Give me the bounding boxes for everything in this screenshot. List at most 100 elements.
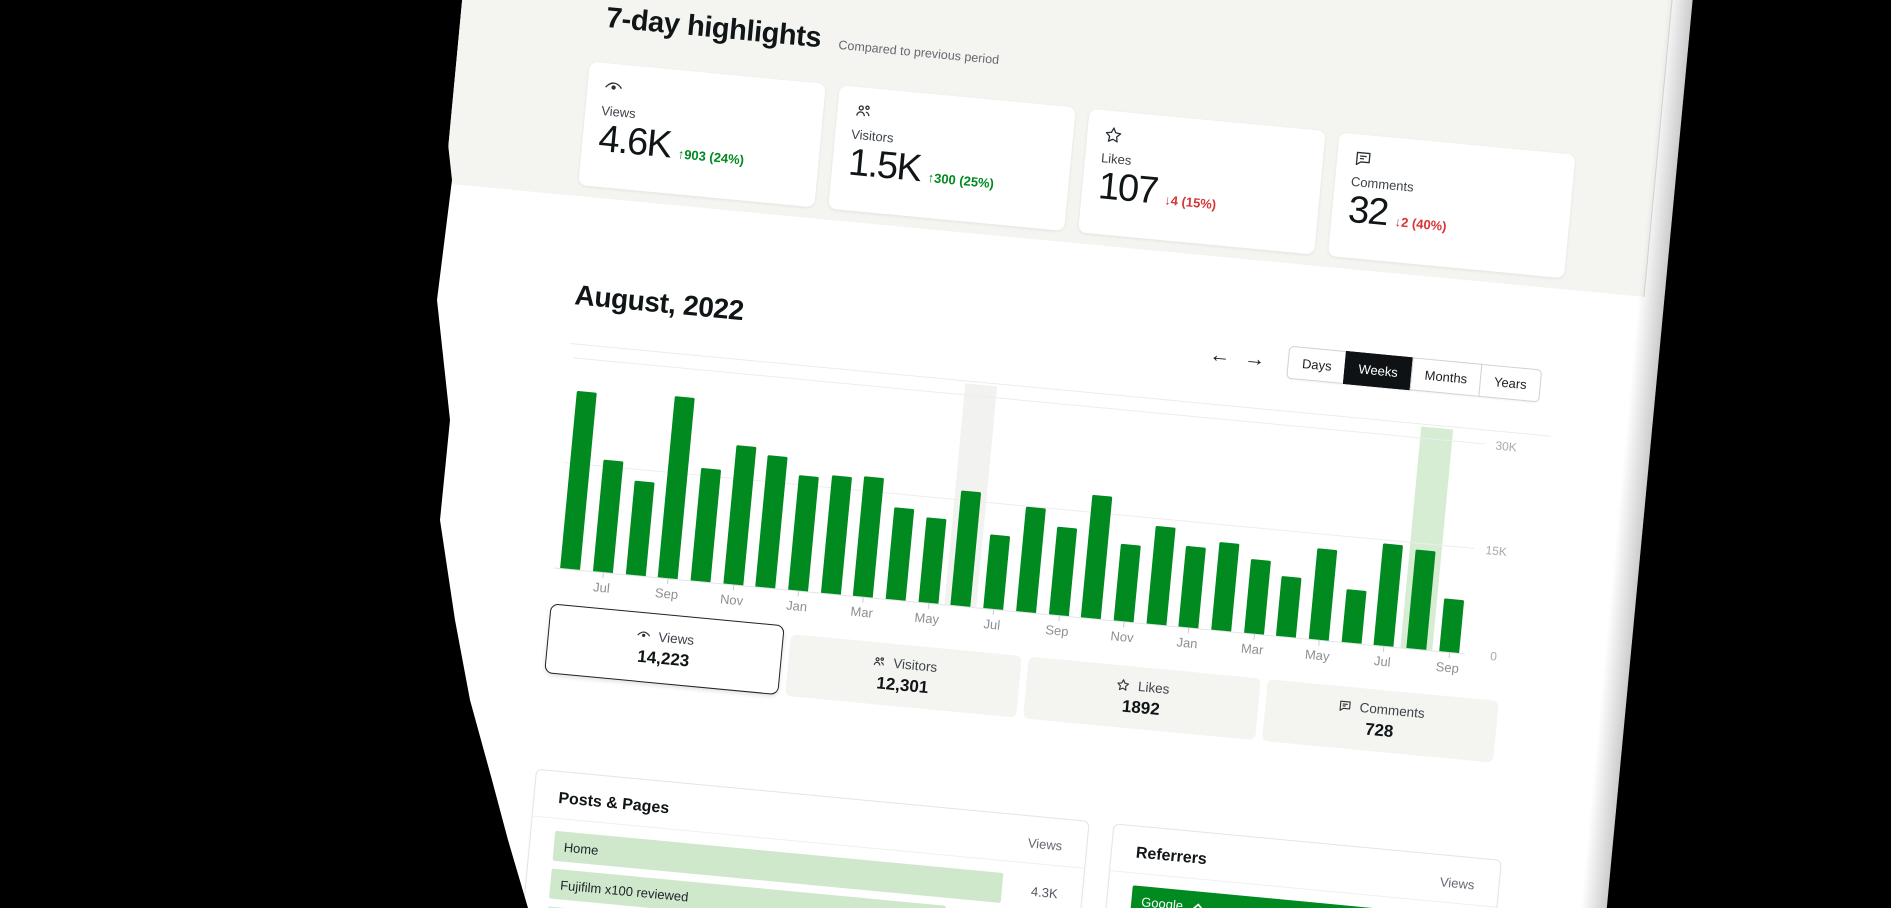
highlight-cards-row: Views 4.6K ↑903 (24%) Visitors 1.5K ↑300… — [578, 61, 1576, 279]
post-views: 4.3K — [1030, 883, 1059, 901]
star-icon — [1102, 124, 1308, 163]
x-axis-label: Jul — [592, 579, 611, 596]
x-axis-label: Sep — [1435, 658, 1460, 677]
photo-tear-overlay — [0, 0, 528, 908]
eye-icon — [603, 77, 809, 116]
chart-bar[interactable] — [1243, 558, 1271, 635]
interval-months-button[interactable]: Months — [1409, 357, 1483, 397]
card-delta: ↑300 (25%) — [926, 169, 995, 192]
x-axis-tick — [1187, 627, 1190, 634]
x-axis-tick — [1057, 615, 1060, 622]
card-value: 107 — [1096, 165, 1160, 213]
chart-plot — [554, 346, 1486, 655]
highlight-card-comments: Comments 32 ↓2 (40%) — [1327, 132, 1576, 279]
chart-bar[interactable] — [1276, 575, 1302, 638]
interval-years-button[interactable]: Years — [1478, 363, 1543, 403]
chart-bar[interactable] — [723, 445, 757, 586]
chart-bar[interactable] — [820, 475, 852, 595]
metric-tab-comments[interactable]: Comments 728 — [1261, 679, 1499, 763]
chart-bar[interactable] — [658, 396, 696, 580]
post-title: Fujifilm x100 reviewed — [559, 877, 690, 905]
chart-bar[interactable] — [1048, 526, 1077, 617]
x-axis-tick — [1448, 652, 1450, 659]
metric-tab-label: Views — [657, 629, 695, 648]
chart-bar[interactable] — [1178, 545, 1207, 629]
chart-bar[interactable] — [885, 506, 915, 601]
y-axis-label: 15K — [1484, 543, 1508, 560]
x-axis-tick — [1383, 645, 1385, 652]
x-axis-label: Nov — [1109, 628, 1135, 646]
card-delta: ↓2 (40%) — [1394, 214, 1448, 234]
highlight-card-views: Views 4.6K ↑903 (24%) — [578, 61, 826, 208]
interval-toggle-group: Days Weeks Months Years — [1286, 345, 1543, 403]
views-column-header: Views — [1027, 835, 1063, 854]
views-column-header: Views — [1439, 874, 1476, 893]
x-axis-label: Sep — [1044, 622, 1070, 640]
metric-tab-value: 1892 — [1121, 696, 1161, 719]
highlight-card-likes: Likes 107 ↓4 (15%) — [1078, 108, 1326, 255]
people-icon — [873, 656, 884, 666]
chart-bar[interactable] — [853, 475, 885, 598]
post-title: Home — [563, 839, 600, 858]
x-axis-tick — [667, 578, 670, 585]
x-axis-tick — [862, 596, 865, 603]
card-value: 32 — [1346, 188, 1390, 235]
chart-bar[interactable] — [1015, 506, 1046, 614]
referrer-row-google[interactable]: Google 6.2K — [1129, 881, 1472, 908]
period-controls: ← → Days Weeks Months Years — [1201, 338, 1543, 403]
people-icon — [853, 101, 1059, 140]
x-axis-label: Jul — [982, 616, 1001, 633]
x-axis-tick — [1318, 639, 1320, 646]
chart-bar[interactable] — [1081, 494, 1113, 620]
x-axis-tick — [1253, 633, 1255, 640]
chart-bar[interactable] — [625, 480, 655, 577]
metric-tab-views[interactable]: Views 14,223 — [544, 603, 785, 696]
metric-tab-likes[interactable]: Likes 1892 — [1023, 656, 1261, 741]
card-value: 1.5K — [846, 141, 923, 191]
x-axis-tick — [992, 608, 995, 616]
y-axis-label: 0 — [1489, 648, 1498, 664]
chart-bar[interactable] — [1211, 541, 1240, 632]
metric-tab-visitors[interactable]: Visitors 12,301 — [784, 634, 1022, 718]
metric-tab-value: 728 — [1364, 719, 1395, 741]
interval-weeks-button[interactable]: Weeks — [1343, 351, 1414, 391]
comment-icon — [1352, 148, 1558, 187]
metric-tab-label: Comments — [1359, 699, 1426, 721]
eye-icon — [637, 631, 651, 637]
chart-bar[interactable] — [918, 516, 947, 604]
x-axis-label: Mar — [849, 603, 874, 621]
chart-bar[interactable] — [1146, 525, 1176, 626]
chart-bar[interactable] — [1308, 548, 1338, 641]
chart-bar[interactable] — [755, 455, 788, 589]
next-period-button[interactable]: → — [1236, 347, 1273, 372]
x-axis-tick — [1122, 621, 1125, 628]
previous-period-button[interactable]: ← — [1202, 343, 1239, 368]
period-title: August, 2022 — [573, 278, 746, 326]
x-axis-tick — [797, 590, 800, 597]
chart-bar[interactable] — [983, 534, 1011, 610]
x-axis-tick — [927, 602, 930, 609]
posts-pages-title: Posts & Pages — [557, 789, 670, 818]
chart-bar[interactable] — [1373, 543, 1404, 647]
card-delta: ↓4 (15%) — [1163, 192, 1217, 213]
metric-tab-label: Visitors — [892, 655, 938, 675]
x-axis-label: Jan — [785, 597, 808, 615]
x-axis-tick — [602, 572, 604, 579]
x-axis-tick — [732, 584, 735, 591]
chart-bar[interactable] — [788, 474, 819, 592]
chevron-up-icon — [1192, 903, 1203, 908]
interval-days-button[interactable]: Days — [1286, 345, 1348, 384]
posts-pages-card: Posts & Pages Views Home 4.3K Fujifilm x… — [514, 768, 1090, 908]
chart-bar[interactable] — [1341, 588, 1367, 644]
chart-bar[interactable] — [690, 467, 722, 583]
referrers-title: Referrers — [1135, 844, 1208, 869]
x-axis-label: May — [1304, 646, 1331, 664]
highlight-card-visitors: Visitors 1.5K ↑300 (25%) — [828, 85, 1076, 231]
x-axis-label: Jan — [1175, 634, 1199, 652]
chart-bar[interactable] — [593, 459, 624, 574]
chart-bar[interactable] — [1113, 543, 1141, 623]
metric-tab-value: 12,301 — [875, 672, 930, 697]
chart-metric-tabs: Views 14,223 Visitors 12,301 Likes — [544, 603, 1499, 763]
chart-bar[interactable] — [560, 390, 598, 570]
